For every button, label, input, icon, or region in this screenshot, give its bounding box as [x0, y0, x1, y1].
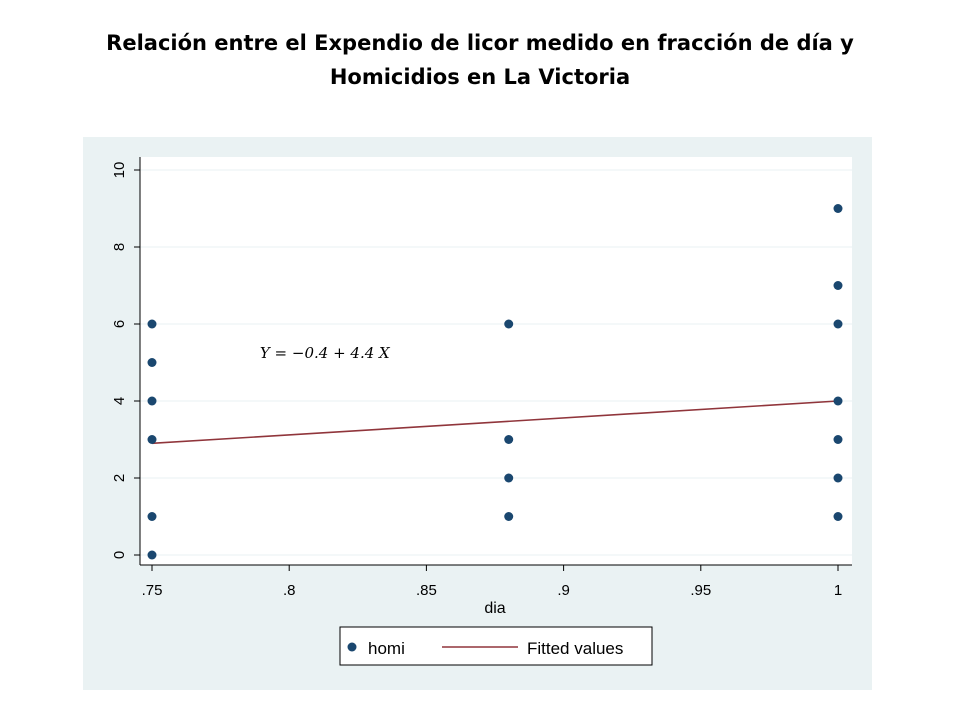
y-tick-label-0: 0: [111, 551, 128, 559]
legend-box: [339, 626, 653, 666]
homi-point-13: [833, 396, 843, 406]
x-tick-label-4: .95: [690, 582, 711, 599]
homi-point-6: [504, 512, 514, 521]
chart-title-line-2: Homicidios en La Victoria: [329, 65, 631, 89]
homi-point-3: [147, 396, 157, 406]
x-tick-label-3: .9: [557, 582, 570, 599]
homi-point-16: [833, 204, 843, 213]
x-tick-label-1: .8: [283, 582, 296, 599]
y-tick-label-1: 2: [111, 474, 128, 482]
y-tick-label-4: 8: [111, 243, 128, 251]
scatter-points: [147, 204, 843, 560]
homi-point-9: [504, 319, 514, 329]
homi-point-8: [504, 435, 514, 444]
tick-labels: 0 2 4 6 8 10 .75 .8 .85 .9 .95 1: [111, 162, 842, 599]
legend: homi Fitted values: [339, 626, 653, 666]
x-axis-title: dia: [484, 600, 505, 617]
plot-region: [140, 157, 852, 565]
homi-point-15: [833, 281, 843, 290]
homi-point-5: [147, 319, 157, 329]
x-tick-label-5: 1: [834, 582, 842, 599]
chart-title-line-1: Relación entre el Expendio de licor medi…: [106, 31, 854, 55]
legend-label-homi: homi: [368, 639, 405, 658]
homi-point-4: [147, 358, 157, 367]
homi-point-11: [833, 473, 843, 483]
homi-point-14: [833, 319, 843, 329]
regression-equation: Y = −0.4 + 4.4 X: [260, 344, 391, 362]
homi-point-7: [504, 473, 514, 483]
grid-lines: [140, 169, 852, 556]
homi-point-1: [147, 512, 157, 521]
legend-label-fitted: Fitted values: [527, 639, 623, 658]
y-tick-label-3: 6: [111, 320, 128, 328]
homi-point-2: [147, 435, 157, 444]
x-tick-label-2: .85: [416, 582, 437, 599]
fitted-line-layer: [151, 400, 839, 445]
homi-point-0: [147, 550, 157, 560]
homi-point-12: [833, 435, 843, 444]
y-tick-label-2: 4: [111, 397, 128, 405]
x-tick-label-0: .75: [142, 582, 163, 599]
legend-marker-homi: [347, 642, 357, 652]
axes: [134, 157, 852, 571]
fitted-values-line: [151, 400, 839, 445]
y-tick-label-5: 10: [111, 162, 128, 179]
homi-point-10: [833, 512, 843, 521]
chart-title: Relación entre el Expendio de licor medi…: [0, 26, 960, 94]
